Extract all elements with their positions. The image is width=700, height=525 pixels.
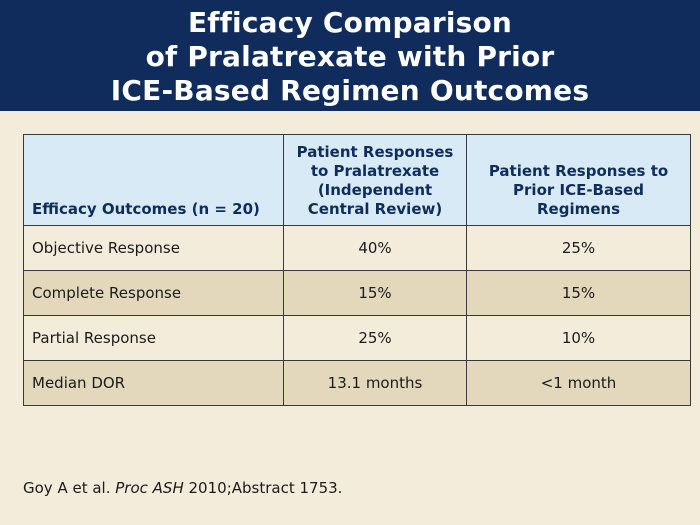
prior-ice-value: 15% [466, 270, 691, 316]
prior-ice-value: 10% [466, 315, 691, 361]
efficacy-table: Efficacy Outcomes (n = 20) Patient Respo… [23, 134, 691, 406]
pralatrexate-value: 15% [283, 270, 467, 316]
title-band: Efficacy Comparison of Pralatrexate with… [0, 0, 700, 111]
citation-journal: Proc ASH [115, 479, 184, 497]
table-header-row: Efficacy Outcomes (n = 20) Patient Respo… [23, 134, 691, 226]
citation-authors: Goy A et al. [23, 479, 111, 497]
row-label: Complete Response [23, 270, 284, 316]
slide-title-line-3: ICE-Based Regimen Outcomes [110, 73, 590, 107]
table-row: Objective Response 40% 25% [23, 225, 691, 271]
pralatrexate-value: 13.1 months [283, 360, 467, 406]
row-label: Partial Response [23, 315, 284, 361]
header-pralatrexate-responses: Patient Responses to Pralatrexate (Indep… [283, 134, 467, 226]
row-label: Objective Response [23, 225, 284, 271]
pralatrexate-value: 25% [283, 315, 467, 361]
header-prior-ice-responses: Patient Responses to Prior ICE-Based Reg… [466, 134, 691, 226]
table-row: Median DOR 13.1 months <1 month [23, 360, 691, 406]
citation-details: 2010;Abstract 1753. [188, 479, 343, 497]
slide-title-line-1: Efficacy Comparison [187, 5, 513, 39]
prior-ice-value: 25% [466, 225, 691, 271]
citation: Goy A et al. Proc ASH 2010;Abstract 1753… [23, 479, 342, 497]
prior-ice-value: <1 month [466, 360, 691, 406]
table-row: Partial Response 25% 10% [23, 315, 691, 361]
row-label: Median DOR [23, 360, 284, 406]
header-efficacy-outcomes: Efficacy Outcomes (n = 20) [23, 134, 284, 226]
pralatrexate-value: 40% [283, 225, 467, 271]
slide-title-line-2: of Pralatrexate with Prior [145, 39, 555, 73]
table-row: Complete Response 15% 15% [23, 270, 691, 316]
